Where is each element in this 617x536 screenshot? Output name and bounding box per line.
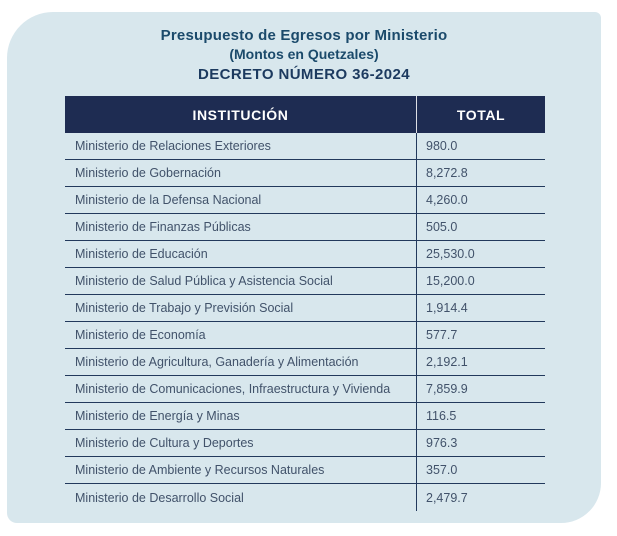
table-row: Ministerio de Trabajo y Previsión Social… (65, 295, 545, 322)
total-cell: 1,914.4 (426, 301, 468, 315)
table-row: Ministerio de Comunicaciones, Infraestru… (65, 376, 545, 403)
total-cell: 4,260.0 (426, 193, 468, 207)
institucion-cell: Ministerio de Ambiente y Recursos Natura… (65, 457, 417, 483)
total-cell: 976.3 (426, 436, 458, 450)
table-body: Ministerio de Relaciones Exteriores 980.0… (65, 133, 545, 511)
table-row: Ministerio de Finanzas Públicas 505.0 (65, 214, 545, 241)
table-row: Ministerio de Relaciones Exteriores 980.0 (65, 133, 545, 160)
institucion-cell: Ministerio de Salud Pública y Asistencia… (65, 268, 417, 294)
table-row: Ministerio de la Defensa Nacional 4,260.0 (65, 187, 545, 214)
institucion-cell: Ministerio de Relaciones Exteriores (65, 133, 417, 159)
table-row: Ministerio de Energía y Minas 116.5 (65, 403, 545, 430)
total-cell: 8,272.8 (426, 166, 468, 180)
header-total: TOTAL (456, 106, 506, 123)
institucion-cell: Ministerio de Cultura y Deportes (65, 430, 417, 456)
table-row: Ministerio de Ambiente y Recursos Natura… (65, 457, 545, 484)
institucion-cell: Ministerio de Educación (65, 241, 417, 267)
table-row: Ministerio de Desarrollo Social 2,479.7 (65, 484, 545, 511)
table-row: Ministerio de Economía 577.7 (65, 322, 545, 349)
table-row: Ministerio de Educación 25,530.0 (65, 241, 545, 268)
institucion-cell: Ministerio de Gobernación (65, 160, 417, 186)
header-institucion: INSTITUCIÓN (65, 96, 417, 133)
title-line-3: DECRETO NÚMERO 36-2024 (198, 66, 410, 83)
institucion-cell: Ministerio de Trabajo y Previsión Social (65, 295, 417, 321)
total-cell: 2,479.7 (426, 490, 468, 505)
title-line-1: Presupuesto de Egresos por Ministerio (160, 27, 448, 44)
total-cell: 15,200.0 (426, 274, 475, 288)
budget-table: INSTITUCIÓN TOTAL Ministerio de Relacion… (65, 96, 545, 511)
table-row: Ministerio de Gobernación 8,272.8 (65, 160, 545, 187)
total-cell: 2,192.1 (426, 355, 468, 369)
table-header-row: INSTITUCIÓN TOTAL (65, 96, 545, 133)
total-cell: 357.0 (426, 463, 458, 477)
institucion-cell: Ministerio de Finanzas Públicas (65, 214, 417, 240)
table-row: Ministerio de Salud Pública y Asistencia… (65, 268, 545, 295)
total-cell: 7,859.9 (426, 382, 468, 396)
card-title: Presupuesto de Egresos por Ministerio (M… (64, 27, 544, 84)
institucion-cell: Ministerio de Agricultura, Ganadería y A… (65, 349, 417, 375)
budget-card: Presupuesto de Egresos por Ministerio (M… (7, 12, 601, 523)
total-cell: 25,530.0 (426, 247, 475, 261)
table-row: Ministerio de Cultura y Deportes 976.3 (65, 430, 545, 457)
table-row: Ministerio de Agricultura, Ganadería y A… (65, 349, 545, 376)
title-line-2: (Montos en Quetzales) (229, 46, 379, 62)
total-cell: 505.0 (426, 220, 458, 234)
institucion-cell: Ministerio de la Defensa Nacional (65, 187, 417, 213)
institucion-cell: Ministerio de Energía y Minas (65, 403, 417, 429)
total-cell: 577.7 (426, 328, 458, 342)
institucion-cell: Ministerio de Comunicaciones, Infraestru… (65, 376, 417, 402)
institucion-cell: Ministerio de Desarrollo Social (65, 484, 417, 511)
institucion-cell: Ministerio de Economía (65, 322, 417, 348)
total-cell: 116.5 (426, 409, 457, 423)
total-cell: 980.0 (426, 139, 458, 153)
